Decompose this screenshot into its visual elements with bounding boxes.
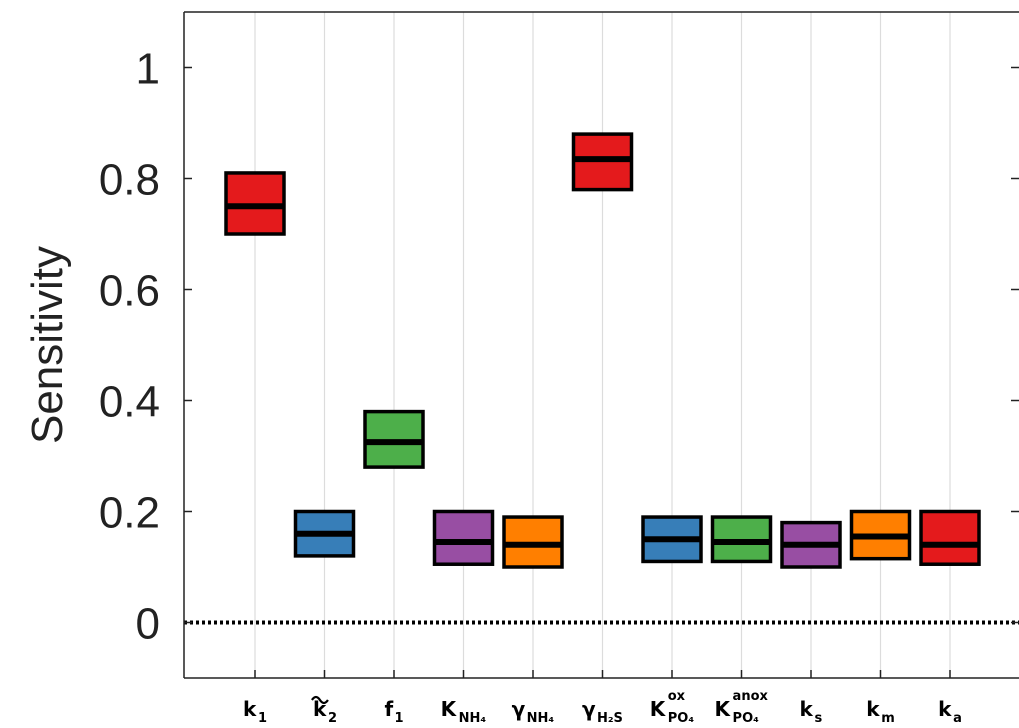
x-tick-subscript: a bbox=[953, 711, 962, 726]
y-tick-label: 0.4 bbox=[99, 378, 160, 427]
x-tick-superscript: ox bbox=[668, 689, 686, 704]
x-tick-subscript: 1 bbox=[394, 711, 403, 726]
x-tick-main: k bbox=[866, 697, 880, 721]
box-3 bbox=[432, 509, 495, 566]
y-tick-label: 1 bbox=[136, 45, 160, 94]
grid-layer bbox=[254, 12, 951, 678]
x-tick-subscript: NH₄ bbox=[527, 711, 555, 726]
y-tick-label: 0.2 bbox=[99, 489, 160, 538]
y-tick-label: 0 bbox=[136, 600, 160, 649]
x-tick-subscript: NH₄ bbox=[459, 711, 487, 726]
axes-layer bbox=[183, 11, 1019, 679]
x-tick-label-7: K PO₄ anox bbox=[715, 689, 769, 726]
box-layer bbox=[224, 132, 981, 569]
x-tick-subscript: PO₄ bbox=[733, 711, 760, 726]
x-tick-label-3: K NH₄ bbox=[441, 697, 487, 726]
x-tick-superscript: anox bbox=[733, 689, 769, 704]
y-tick-label: 0.8 bbox=[99, 156, 160, 205]
y-tick-labels: 0 0.2 0.4 0.6 0.8 1 bbox=[99, 45, 160, 649]
y-tick-label: 0.6 bbox=[99, 267, 160, 316]
x-tick-subscript: H₂S bbox=[597, 711, 623, 726]
x-tick-subscript: m bbox=[881, 711, 895, 726]
y-axis-label: Sensitivity bbox=[23, 246, 72, 444]
x-tick-subscript: 1 bbox=[258, 711, 267, 726]
x-tick-label-4: γ NH₄ bbox=[512, 697, 555, 726]
x-tick-label-6: K PO₄ ox bbox=[650, 689, 695, 726]
x-tick-main: k bbox=[938, 697, 952, 721]
x-tick-main: k bbox=[243, 697, 257, 721]
x-tick-main: f bbox=[384, 697, 393, 721]
x-tick-main: K bbox=[715, 697, 732, 721]
x-tick-label-5: γ H₂S bbox=[582, 697, 623, 726]
x-tick-main: γ bbox=[512, 697, 526, 721]
x-tick-main: K bbox=[441, 697, 458, 721]
x-tick-subscript: 2 bbox=[328, 711, 337, 726]
x-tick-subscript: s bbox=[815, 711, 823, 726]
x-tick-subscript: PO₄ bbox=[668, 711, 695, 726]
box-10 bbox=[919, 509, 981, 566]
x-tick-main: k bbox=[800, 697, 814, 721]
x-tick-main: K bbox=[650, 697, 667, 721]
x-tick-main: γ bbox=[582, 697, 596, 721]
tilde-mark bbox=[311, 695, 329, 705]
